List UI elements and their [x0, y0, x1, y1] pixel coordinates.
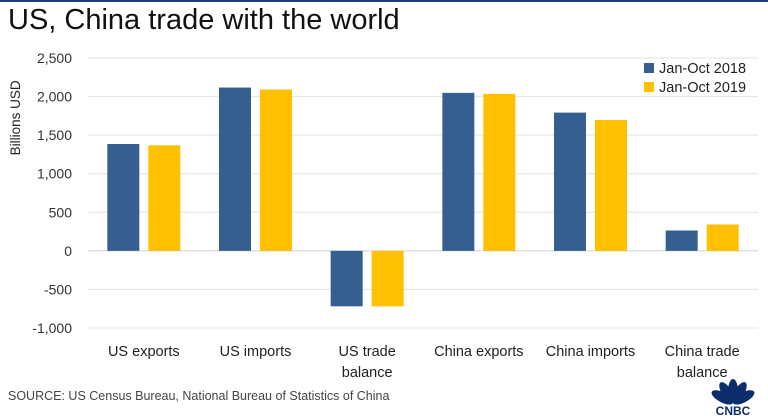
y-tick-label: 1,500	[37, 127, 72, 143]
legend-swatch	[644, 82, 654, 92]
source-note: SOURCE: US Census Bureau, National Burea…	[8, 389, 390, 403]
bar-2018	[554, 112, 586, 251]
cnbc-logo-text: CNBC	[716, 404, 751, 416]
y-tick-label: 2,000	[37, 89, 72, 105]
legend-swatch	[644, 63, 654, 73]
y-tick-label: 500	[49, 204, 73, 220]
peacock-feather	[732, 390, 755, 405]
x-category-label: US exports	[108, 344, 180, 360]
y-tick-label: -500	[44, 281, 72, 297]
bar-2019	[706, 224, 739, 251]
y-axis-label: Billions USD	[8, 80, 23, 155]
legend-label: Jan-Oct 2019	[659, 80, 746, 96]
cnbc-logo: CNBC	[711, 379, 755, 416]
bar-2018	[107, 144, 140, 251]
bar-2018	[330, 250, 363, 307]
x-category-label: China exports	[434, 344, 523, 360]
bar-2019	[483, 93, 516, 251]
x-category-label: US imports	[220, 344, 292, 360]
bar-2018	[442, 92, 475, 251]
top-border	[0, 0, 768, 2]
bar-2019	[260, 89, 292, 251]
bar-2019	[595, 119, 627, 251]
bar-2018	[219, 87, 251, 251]
bar-2018	[665, 230, 698, 251]
x-category-label: balance	[677, 365, 728, 381]
x-category-label: balance	[342, 365, 393, 381]
legend-label: Jan-Oct 2018	[659, 61, 746, 77]
y-tick-label: -1,000	[32, 320, 72, 336]
y-tick-label: 2,500	[37, 50, 72, 66]
bar-2019	[371, 250, 404, 307]
y-tick-label: 0	[64, 243, 72, 259]
x-category-label: US trade	[339, 344, 396, 360]
x-category-label: China trade	[665, 344, 740, 360]
y-tick-label: 1,000	[37, 166, 72, 182]
bar-2019	[148, 145, 181, 251]
x-category-label: China imports	[546, 344, 635, 360]
chart-title: US, China trade with the world	[8, 4, 400, 36]
